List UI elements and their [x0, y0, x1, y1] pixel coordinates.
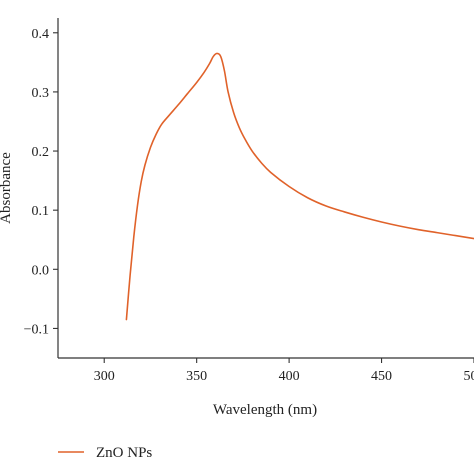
y-ticks: −0.1 0.0 0.1 0.2 0.3 0.4	[24, 27, 58, 337]
y-tick-label: 0.4	[32, 27, 50, 42]
x-ticks: 300 350 400 450 500	[94, 358, 474, 384]
x-axis-title: Wavelength (nm)	[213, 402, 317, 418]
x-tick-label: 450	[371, 369, 392, 384]
y-tick-label: 0.0	[32, 263, 50, 278]
x-tick-label: 300	[94, 369, 115, 384]
y-tick-label: 0.3	[32, 86, 50, 101]
x-tick-label: 500	[464, 369, 474, 384]
legend-label-zno-nps: ZnO NPs	[96, 445, 152, 461]
axes	[57, 18, 474, 359]
y-tick-label: 0.2	[32, 145, 50, 160]
series-layer	[125, 52, 474, 321]
y-tick-label: 0.1	[32, 204, 50, 219]
x-tick-label: 400	[279, 369, 300, 384]
y-axis-title: Absorbance	[0, 152, 14, 224]
series-line-0	[125, 52, 474, 321]
y-tick-label: −0.1	[24, 322, 49, 337]
legend: ZnO NPs	[58, 445, 152, 461]
x-tick-label: 350	[186, 369, 207, 384]
